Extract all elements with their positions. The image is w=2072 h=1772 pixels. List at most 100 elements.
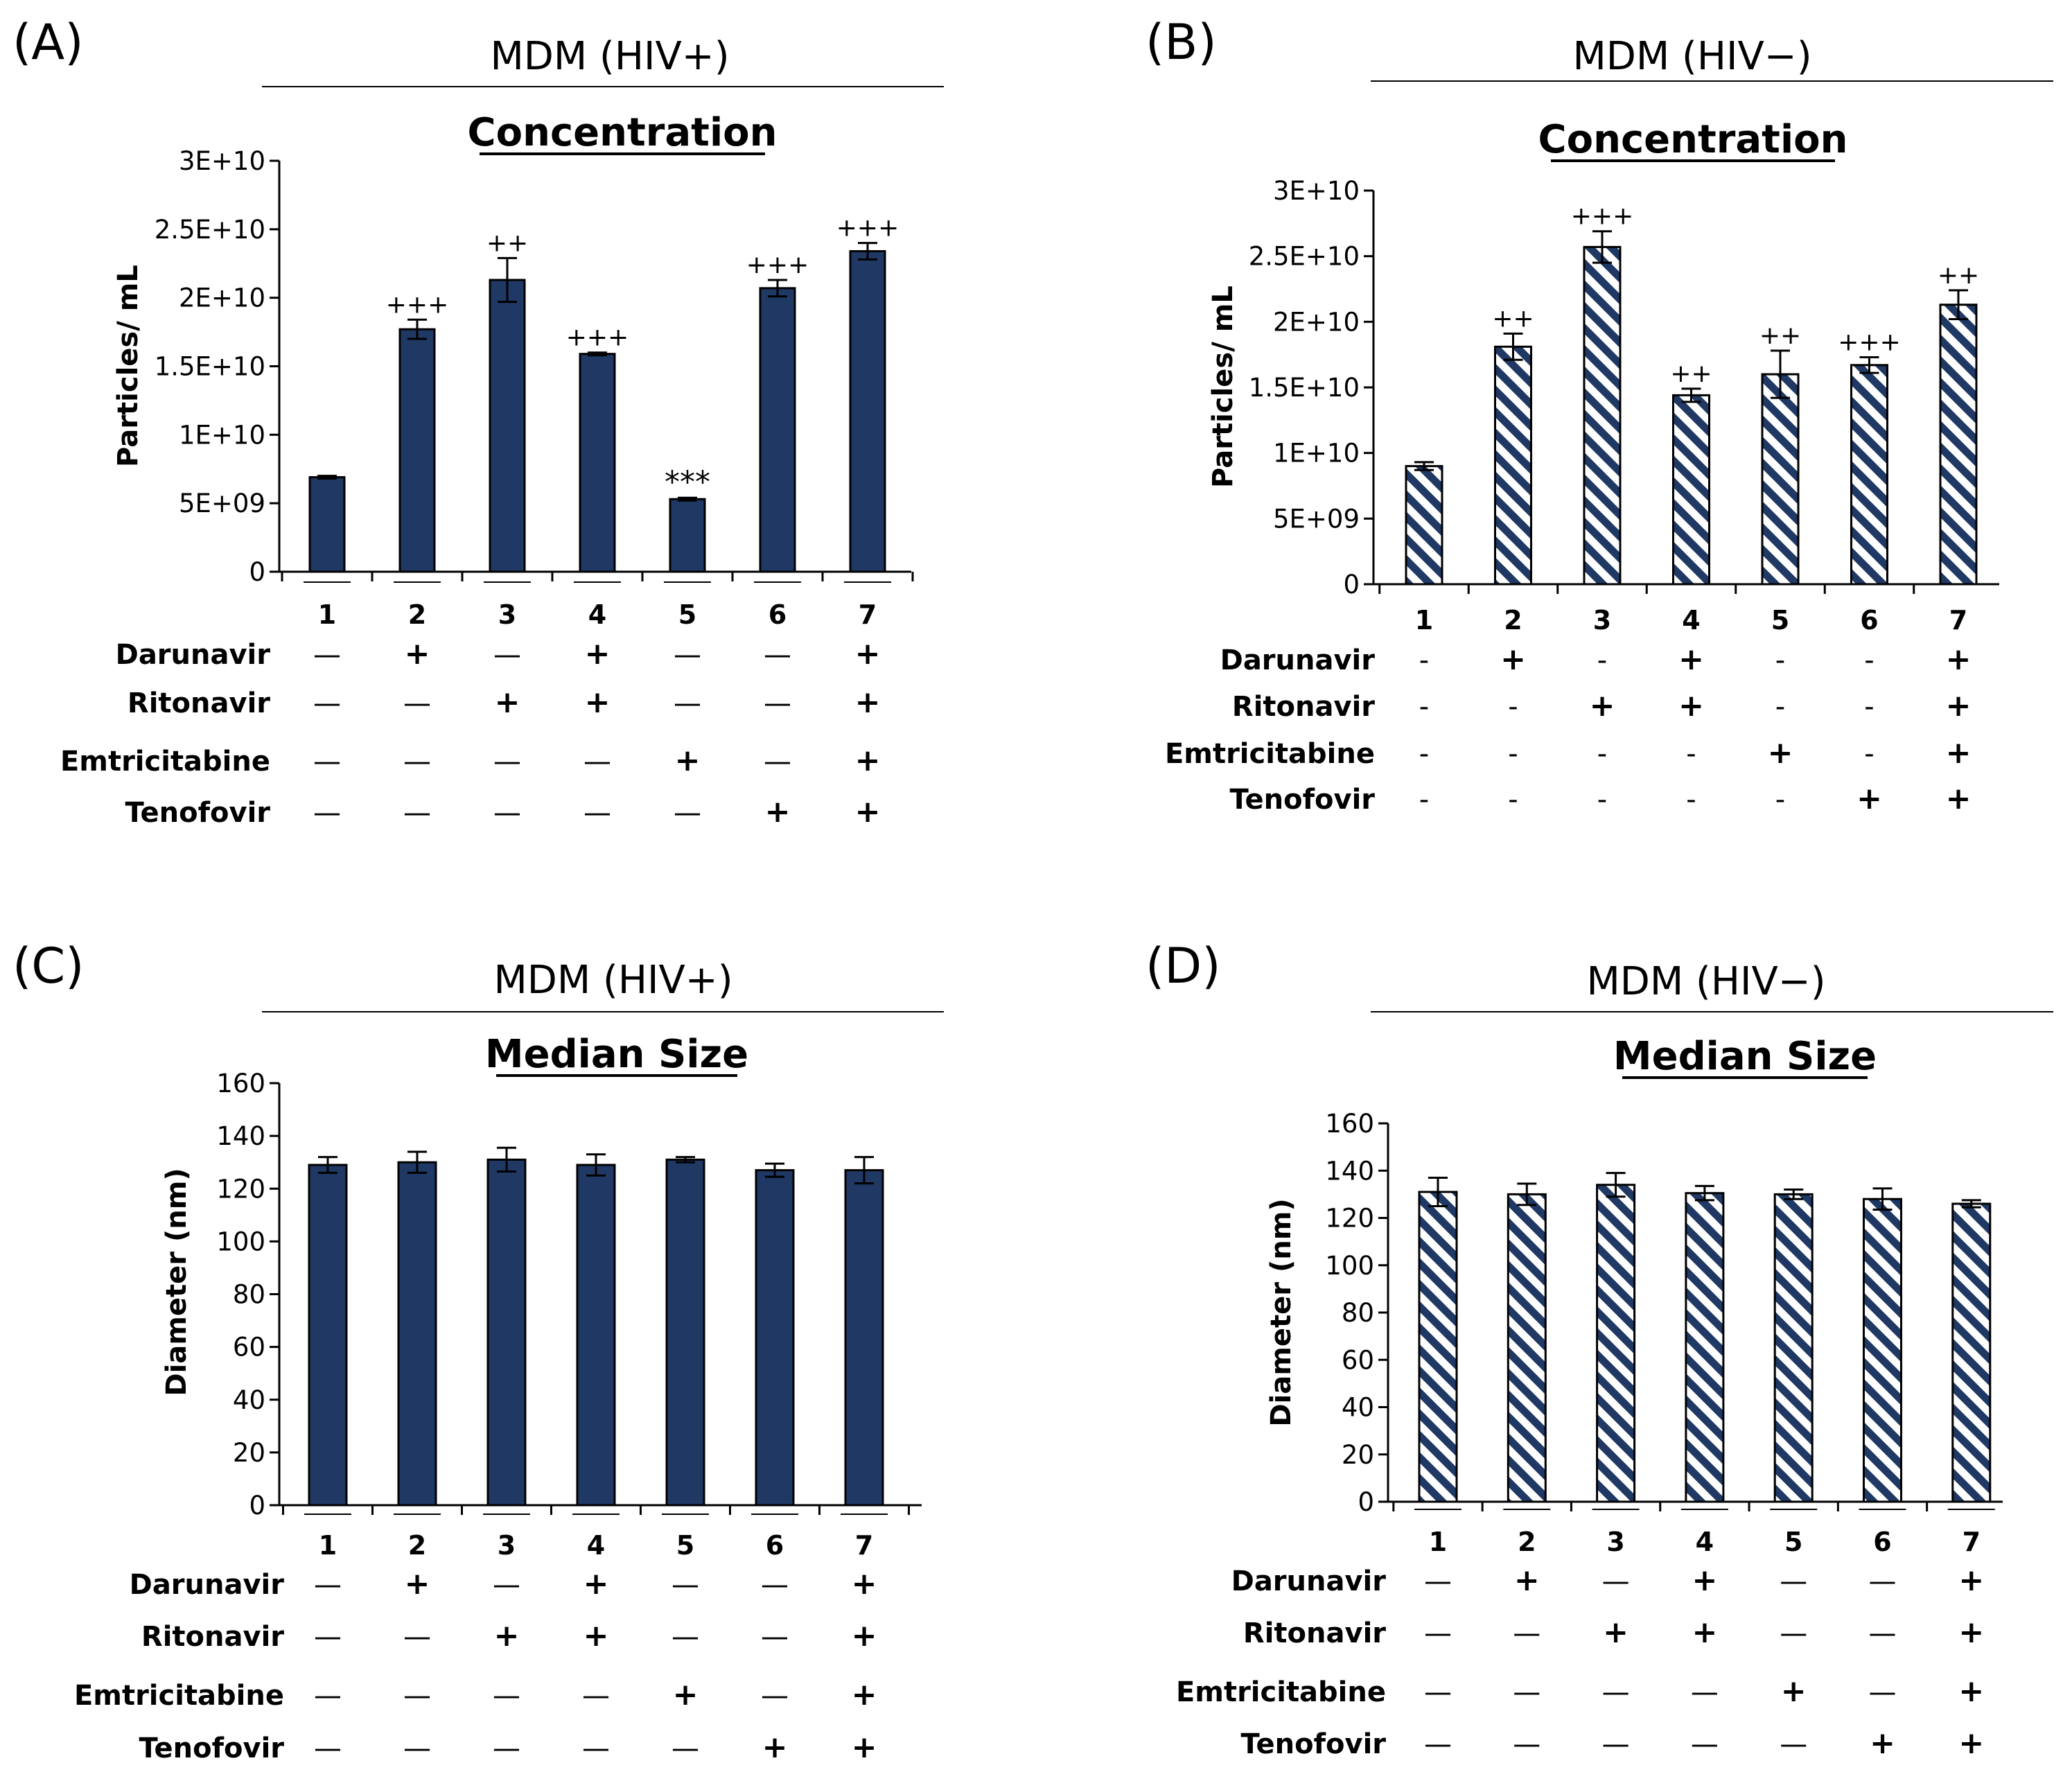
panel-label: (B) [1145, 14, 1217, 71]
bar-6 [1850, 364, 1888, 586]
treatment-plus: + [1692, 1615, 1717, 1650]
y-tick-label: 40 [1342, 1393, 1374, 1423]
bar-1 [1418, 1191, 1458, 1503]
treatment-minus: — [1780, 1565, 1807, 1597]
category-label: 1 [1429, 1527, 1447, 1557]
bar-3 [1596, 1184, 1636, 1503]
bar-1 [308, 1164, 348, 1507]
treatment-name: Emtricitabine [1165, 738, 1375, 770]
treatment-minus: - [1419, 784, 1429, 816]
bar-2 [397, 1161, 437, 1507]
treatment-minus: — [493, 746, 521, 778]
treatment-minus: - [1508, 691, 1518, 723]
treatment-minus: - [1508, 784, 1518, 816]
y-tick-label: 20 [233, 1438, 265, 1468]
significance-label: +++ [1571, 202, 1634, 231]
treatment-name: Emtricitabine [60, 746, 270, 778]
y-tick-label: 3E+10 [1273, 176, 1360, 206]
treatment-minus: — [761, 1680, 789, 1712]
treatment-minus: - [1864, 644, 1874, 676]
treatment-minus: — [403, 1621, 431, 1653]
treatment-plus: + [1946, 735, 1972, 771]
treatment-plus: + [855, 743, 881, 778]
treatment-plus: + [1500, 642, 1526, 677]
y-tick-label: 2.5E+10 [1249, 242, 1360, 272]
category-label: 4 [1682, 605, 1700, 635]
treatment-minus: - [1686, 738, 1696, 770]
chart-panel-d: (D) MDM (HIV−) Median Size Diameter (nm) 0 20… [1145, 938, 2053, 1761]
treatment-plus: + [1958, 1563, 1984, 1598]
y-tick-label: 2E+10 [1273, 307, 1360, 337]
treatment-plus: + [675, 743, 701, 778]
treatment-minus: — [1424, 1676, 1452, 1708]
bar-2 [1507, 1193, 1547, 1503]
treatment-minus: — [582, 1680, 610, 1712]
category-label: 6 [766, 1530, 784, 1561]
bar-5 [669, 498, 706, 573]
treatment-minus: — [583, 746, 611, 778]
treatment-plus: + [852, 1677, 877, 1712]
chart-title: Concentration [1538, 117, 1848, 162]
y-tick-label: 100 [1325, 1251, 1374, 1281]
treatment-plus: + [1678, 688, 1704, 723]
y-tick-label: 140 [216, 1121, 265, 1151]
panel-label: (C) [12, 938, 85, 994]
treatment-minus: — [314, 1569, 342, 1601]
y-tick-label: 3E+10 [179, 146, 265, 176]
chart-panel-a: (A) MDM (HIV+) Concentration Particles/ mL 0… [12, 14, 944, 830]
y-tick-label: 40 [233, 1385, 265, 1415]
treatment-plus: + [1781, 1674, 1807, 1709]
y-tick-label: 2E+10 [179, 283, 265, 313]
category-label: 2 [408, 1530, 426, 1561]
treatment-minus: — [314, 1680, 342, 1712]
category-label: 4 [1696, 1527, 1714, 1557]
category-label: 5 [1784, 1527, 1802, 1557]
treatment-plus: + [1958, 1674, 1984, 1709]
treatment-plus: + [1590, 688, 1615, 723]
panel-header: MDM (HIV−) [1572, 34, 1811, 79]
category-label: 3 [498, 599, 516, 630]
treatment-minus: - [1419, 738, 1429, 770]
treatment-plus: + [583, 1618, 609, 1653]
category-label: 3 [498, 1530, 516, 1561]
category-label: 1 [318, 599, 336, 630]
treatment-minus: — [493, 639, 521, 671]
treatment-name: Tenofovir [125, 797, 271, 829]
bar-5 [665, 1158, 705, 1507]
treatment-plus: + [855, 636, 881, 672]
treatment-minus: - [1419, 644, 1429, 676]
bar-1 [308, 476, 346, 573]
treatment-minus: — [403, 1680, 431, 1712]
bar-4 [579, 353, 616, 573]
panel-header: MDM (HIV+) [493, 958, 732, 1003]
treatment-minus: — [761, 1569, 789, 1601]
y-tick-label: 1E+10 [1273, 439, 1360, 468]
y-tick-label: 2.5E+10 [155, 215, 265, 245]
treatment-minus: — [1602, 1676, 1630, 1708]
y-tick-label: 120 [216, 1174, 265, 1204]
treatment-plus: + [855, 685, 881, 720]
treatment-minus: — [313, 797, 341, 829]
panel-label: (A) [12, 14, 84, 71]
treatment-name: Ritonavir [1232, 691, 1375, 723]
treatment-minus: - [1864, 738, 1874, 770]
y-tick-label: 1.5E+10 [155, 352, 265, 382]
treatment-minus: — [674, 687, 701, 719]
treatment-name: Ritonavir [141, 1621, 284, 1653]
category-label: 2 [408, 599, 426, 630]
category-label: 7 [859, 599, 877, 630]
treatment-plus: + [585, 636, 611, 672]
y-axis-label: Particles/ mL [1207, 286, 1239, 488]
treatment-plus: + [1958, 1726, 1984, 1761]
treatment-minus: — [671, 1621, 699, 1653]
bar-1 [1405, 465, 1443, 586]
category-label: 6 [769, 599, 787, 630]
treatment-plus: + [1870, 1726, 1895, 1761]
treatment-name: Ritonavir [128, 687, 270, 719]
chart-title: Concentration [468, 110, 778, 155]
treatment-plus: + [494, 1618, 520, 1653]
treatment-minus: — [1602, 1565, 1630, 1597]
treatment-minus: — [1602, 1728, 1630, 1760]
y-tick-label: 100 [216, 1227, 265, 1256]
